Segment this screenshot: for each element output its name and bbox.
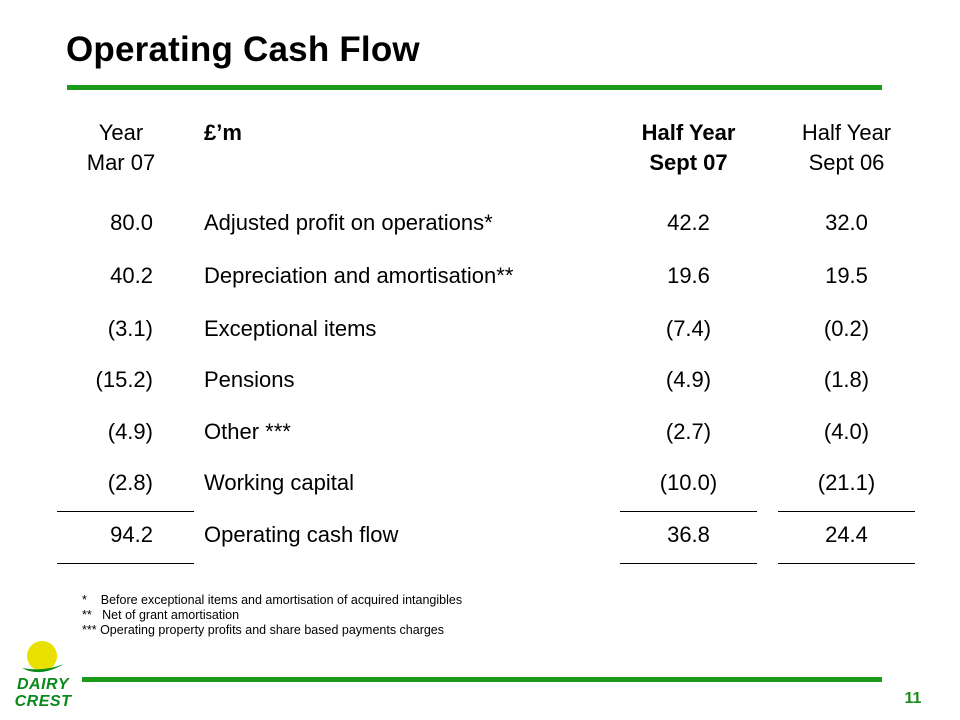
header-year-mar07-line2: Mar 07 [86, 150, 156, 175]
footer-rule [82, 677, 882, 682]
header-sept06-line2: Sept 06 [808, 150, 885, 175]
header-label-units: £’m [204, 120, 242, 145]
footnotes: * Before exceptional items and amortisat… [82, 593, 462, 638]
footnote: *** Operating property profits and share… [82, 623, 445, 637]
cell-label: Pensions [204, 367, 295, 392]
cell-half-year-sept07: (2.7) [665, 419, 712, 444]
cell-label: Adjusted profit on operations* [204, 210, 493, 235]
sun-logo-icon [22, 641, 64, 673]
cell-label: Other *** [204, 419, 291, 444]
total-label: Operating cash flow [204, 522, 399, 547]
cell-year-mar07: 80.0 [110, 210, 153, 235]
cell-label: Working capital [204, 470, 354, 495]
cell-half-year-sept07: (7.4) [665, 316, 712, 341]
title-underline-rule [67, 85, 882, 90]
cell-year-mar07: (2.8) [107, 470, 153, 495]
cell-label: Depreciation and amortisation** [204, 263, 514, 288]
total-rule-top-year [57, 511, 194, 512]
logo-text-line2: CREST [14, 693, 72, 710]
cell-year-mar07: (15.2) [95, 367, 153, 392]
cell-half-year-sept06: (1.8) [823, 367, 870, 392]
page-number: 11 [904, 690, 922, 707]
cell-year-mar07: 40.2 [110, 263, 153, 288]
cell-half-year-sept06: (21.1) [817, 470, 876, 495]
logo-text-line1: DAIRY [17, 676, 69, 693]
header-half-year-sept07: Half Year Sept 07 [620, 118, 757, 178]
cell-half-year-sept07: (10.0) [659, 470, 718, 495]
total-year-mar07: 94.2 [110, 522, 153, 547]
dairy-crest-logo: DAIRY CREST [10, 638, 76, 714]
cell-half-year-sept06: (4.0) [823, 419, 870, 444]
cell-year-mar07: (4.9) [107, 419, 153, 444]
total-rule-bottom-sept07 [620, 563, 757, 564]
footnote: ** Net of grant amortisation [82, 608, 240, 622]
total-rule-top-sept06 [778, 511, 915, 512]
cell-half-year-sept07: 42.2 [667, 210, 710, 235]
footnote: * Before exceptional items and amortisat… [82, 593, 463, 607]
header-sept07-line1: Half Year [641, 120, 736, 145]
cell-half-year-sept07: 19.6 [667, 263, 710, 288]
cell-label: Exceptional items [204, 316, 377, 341]
cell-half-year-sept07: (4.9) [665, 367, 712, 392]
header-year-mar07-line1: Year [98, 120, 144, 145]
header-sept07-line2: Sept 07 [649, 150, 728, 175]
total-rule-top-sept07 [620, 511, 757, 512]
cell-half-year-sept06: (0.2) [823, 316, 870, 341]
total-rule-bottom-year [57, 563, 194, 564]
cell-half-year-sept06: 19.5 [825, 263, 868, 288]
cell-year-mar07: (3.1) [107, 316, 153, 341]
cell-half-year-sept06: 32.0 [825, 210, 868, 235]
header-year-mar07: Year Mar 07 [66, 118, 176, 178]
total-rule-bottom-sept06 [778, 563, 915, 564]
total-half-year-sept06: 24.4 [825, 522, 868, 547]
header-half-year-sept06: Half Year Sept 06 [778, 118, 915, 178]
header-sept06-line1: Half Year [801, 120, 892, 145]
total-half-year-sept07: 36.8 [667, 522, 710, 547]
slide-title: Operating Cash Flow [66, 30, 420, 69]
